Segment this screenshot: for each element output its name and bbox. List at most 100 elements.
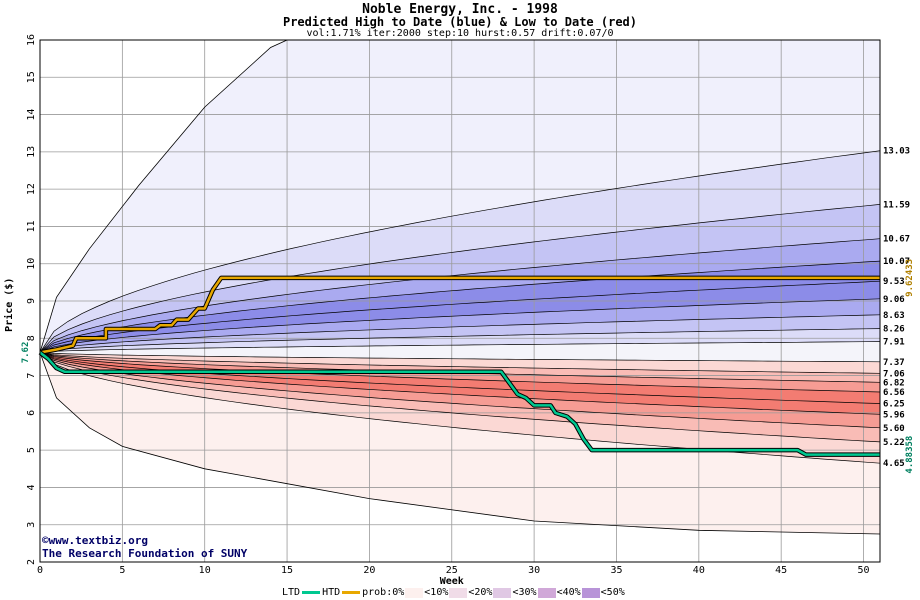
red-quantile-5 bbox=[39, 352, 881, 415]
x-tick-label: 10 bbox=[199, 565, 211, 576]
blue-band-5 bbox=[40, 281, 880, 353]
right-quantile-label: 7.37 bbox=[883, 358, 905, 368]
red-quantile-1 bbox=[39, 352, 881, 374]
right-quantile-label: 4.65 bbox=[883, 459, 905, 469]
x-tick-label: 25 bbox=[446, 565, 458, 576]
y-tick-label: 6 bbox=[26, 410, 37, 416]
blue-quantile-6 bbox=[39, 314, 881, 353]
y-tick-label: 3 bbox=[26, 522, 37, 528]
blue-band-4 bbox=[40, 261, 880, 353]
right-quantile-label: 8.63 bbox=[883, 311, 905, 321]
red-band-4 bbox=[40, 352, 880, 404]
right-quantile-label: 8.26 bbox=[883, 325, 905, 335]
blue-quantile-0 bbox=[39, 150, 881, 353]
y-tick-label: 11 bbox=[26, 220, 37, 232]
htd-end-label: 9.62433 bbox=[905, 259, 915, 297]
x-axis-label: Week bbox=[440, 576, 464, 587]
red-band-outer bbox=[40, 352, 880, 534]
right-quantile-label: 5.60 bbox=[883, 424, 905, 434]
right-quantile-label: 7.06 bbox=[883, 369, 905, 379]
right-quantile-label: 10.67 bbox=[883, 235, 910, 245]
ltd-end-label: 4.88358 bbox=[905, 436, 915, 474]
red-band-8 bbox=[40, 352, 880, 464]
axes bbox=[39, 39, 881, 563]
plot-frame bbox=[39, 39, 881, 563]
blue-quantile-7 bbox=[39, 328, 881, 353]
y-tick-label: 12 bbox=[26, 183, 37, 195]
legend-ltd-label: LTD bbox=[282, 587, 301, 598]
legend-swatch-20 bbox=[493, 587, 512, 598]
blue-band-7 bbox=[40, 314, 880, 353]
right-quantile-label: 10.07 bbox=[883, 257, 910, 267]
series-lines bbox=[38, 275, 880, 457]
credit-website: ©www.textbiz.org bbox=[42, 534, 148, 547]
x-tick-label: 50 bbox=[858, 565, 870, 576]
right-quantile-label: 6.82 bbox=[883, 378, 905, 388]
x-tick-label: 30 bbox=[528, 565, 540, 576]
lower-envelope bbox=[39, 352, 881, 535]
red-quantile-0 bbox=[39, 352, 881, 363]
x-tick-label: 5 bbox=[119, 565, 125, 576]
red-quantile-6 bbox=[39, 352, 881, 429]
y-tick-label: 15 bbox=[26, 71, 37, 83]
legend: LTD HTD prob:0% <10% <20% <30% <40% <50% bbox=[282, 587, 625, 598]
red-band-5 bbox=[40, 352, 880, 415]
red-band-3 bbox=[40, 352, 880, 392]
red-band-1 bbox=[40, 352, 880, 374]
quantile-curves bbox=[39, 39, 881, 535]
x-tick-label: 20 bbox=[363, 565, 375, 576]
chart-params: vol:1.71% iter:2000 step:10 hurst:0.57 d… bbox=[306, 28, 614, 39]
right-quantile-label: 9.06 bbox=[883, 295, 905, 305]
x-tick-label: 0 bbox=[37, 565, 43, 576]
legend-htd-label: HTD bbox=[322, 587, 341, 598]
series-ltd bbox=[39, 351, 880, 456]
blue-quantile-2 bbox=[39, 238, 881, 353]
y-tick-label: 9 bbox=[26, 298, 37, 304]
red-quantile-8 bbox=[39, 352, 881, 464]
y-axis-label: Price ($) bbox=[3, 278, 15, 332]
blue-band-1 bbox=[40, 150, 880, 353]
series-htd bbox=[39, 276, 880, 354]
y-tick-label: 10 bbox=[26, 258, 37, 270]
red-band-2 bbox=[40, 352, 880, 383]
legend-p30-label: <30% bbox=[512, 587, 537, 598]
right-quantile-label: 6.25 bbox=[883, 400, 905, 410]
legend-swatch-30 bbox=[537, 587, 556, 598]
x-tick-label: 45 bbox=[775, 565, 787, 576]
right-quantile-label: 5.22 bbox=[883, 438, 905, 448]
right-quantile-label: 5.96 bbox=[883, 410, 905, 420]
x-tick-label: 15 bbox=[281, 565, 293, 576]
upper-envelope bbox=[39, 39, 288, 353]
red-quantile-3 bbox=[39, 352, 881, 393]
legend-prob-label: prob:0% bbox=[362, 587, 405, 598]
right-quantile-label: 9.53 bbox=[883, 277, 905, 287]
legend-swatch-0 bbox=[405, 587, 424, 598]
blue-band-6 bbox=[40, 298, 880, 353]
legend-ltd-line bbox=[302, 591, 321, 594]
legend-p10-label: <10% bbox=[424, 587, 449, 598]
right-quantile-label: 7.91 bbox=[883, 338, 905, 348]
blue-quantile-1 bbox=[39, 204, 881, 353]
red-band-7 bbox=[40, 352, 880, 442]
blue-band-3 bbox=[40, 238, 880, 353]
y-tick-label: 2 bbox=[26, 559, 37, 565]
blue-band-2 bbox=[40, 204, 880, 353]
legend-p50-label: <50% bbox=[600, 587, 625, 598]
legend-htd-line bbox=[342, 591, 361, 594]
legend-swatch-40 bbox=[581, 587, 600, 598]
legend-swatch-10 bbox=[449, 587, 468, 598]
red-band-6 bbox=[40, 352, 880, 428]
red-quantile-7 bbox=[39, 352, 881, 443]
blue-quantile-5 bbox=[39, 298, 881, 353]
right-quantile-label: 6.56 bbox=[883, 388, 905, 398]
legend-p40-label: <40% bbox=[556, 587, 581, 598]
chart-title: Noble Energy, Inc. - 1998 bbox=[362, 2, 558, 17]
start-price-label: 7.62 bbox=[21, 342, 31, 364]
credit-organization: The Research Foundation of SUNY bbox=[42, 547, 248, 560]
x-tick-label: 40 bbox=[693, 565, 705, 576]
right-quantile-label: 13.03 bbox=[883, 147, 910, 157]
y-tick-label: 16 bbox=[26, 34, 37, 46]
y-tick-label: 14 bbox=[26, 109, 37, 121]
y-tick-label: 13 bbox=[26, 146, 37, 158]
